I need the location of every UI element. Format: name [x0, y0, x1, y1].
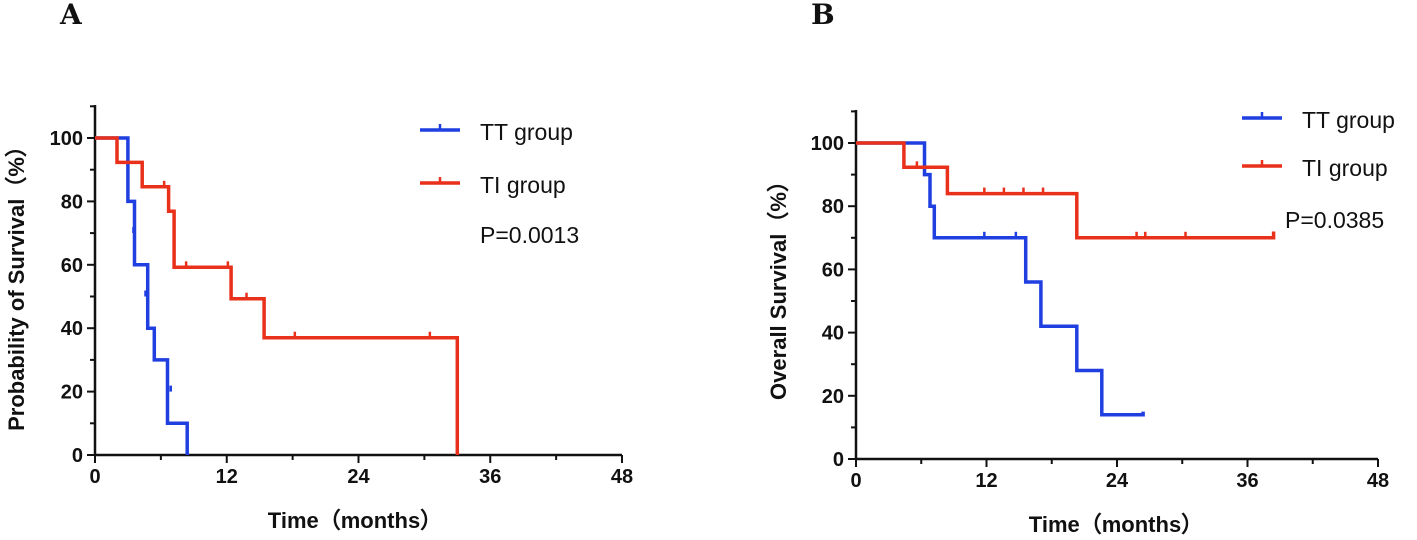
legend: TT group TI group	[1242, 107, 1395, 181]
p-value-annotation: P=0.0013	[480, 222, 579, 248]
series-line-tt-group	[95, 136, 189, 455]
y-tick-label: 20	[822, 386, 844, 408]
x-tick-label: 0	[89, 466, 100, 488]
p-value-annotation: P=0.0385	[1285, 207, 1384, 233]
legend-label-tt-group: TT group	[1302, 107, 1395, 133]
ticks: 0 12 24 36 48 0 20 40 60 80 100	[50, 105, 633, 488]
y-tick-label: 60	[822, 259, 844, 281]
legend-marker-ti-group	[1242, 160, 1282, 168]
x-tick-label: 36	[479, 466, 501, 488]
x-tick-label: 12	[216, 466, 238, 488]
y-tick-label: 20	[61, 382, 83, 404]
y-tick-label: 80	[61, 191, 83, 213]
y-axis-title: Probability of Survival（%）	[4, 135, 29, 431]
chart-panel-b: 0 12 24 36 48 0 20 40 60 80 100 Time（months） Overa…	[766, 107, 1395, 537]
legend-label-ti-group: TI group	[480, 172, 566, 198]
x-tick-label: 12	[975, 470, 997, 492]
legend: TT group TI group	[420, 119, 573, 198]
y-tick-label: 60	[61, 255, 83, 277]
axes	[93, 105, 622, 457]
x-tick-label: 24	[347, 466, 370, 488]
x-tick-label: 24	[1106, 470, 1129, 492]
y-tick-label: 0	[72, 445, 83, 467]
y-tick-label: 0	[833, 449, 844, 471]
series-line-tt-group	[856, 141, 1145, 417]
series-line-ti-group	[95, 136, 460, 455]
legend-marker-tt-group	[1242, 112, 1282, 120]
y-tick-label: 100	[811, 133, 844, 155]
x-tick-label: 36	[1236, 470, 1258, 492]
axes	[854, 110, 1378, 461]
chart-panel-a: 0 12 24 36 48 0 20 40 60 80 100 Time（months） Proba…	[4, 105, 633, 533]
panel-label-a: A	[59, 0, 83, 31]
x-tick-label: 48	[1367, 470, 1389, 492]
legend-label-ti-group: TI group	[1302, 155, 1388, 181]
x-axis-title: Time（months）	[268, 508, 442, 533]
legend-label-tt-group: TT group	[480, 119, 573, 145]
y-tick-label: 40	[61, 318, 83, 340]
y-axis-title: Overall Survival（%）	[766, 170, 791, 400]
series-layer	[95, 136, 460, 455]
x-tick-label: 0	[850, 470, 861, 492]
x-axis-title: Time（months）	[1029, 512, 1203, 537]
panel-label-b: B	[811, 0, 835, 31]
series-layer	[856, 141, 1276, 417]
series-line-ti-group	[856, 141, 1276, 240]
ticks: 0 12 24 36 48 0 20 40 60 80 100	[811, 110, 1389, 492]
y-tick-label: 80	[822, 196, 844, 218]
legend-marker-ti-group	[420, 177, 460, 185]
y-tick-label: 100	[50, 128, 83, 150]
x-tick-label: 48	[611, 466, 633, 488]
y-tick-label: 40	[822, 323, 844, 345]
legend-marker-tt-group	[420, 124, 460, 132]
